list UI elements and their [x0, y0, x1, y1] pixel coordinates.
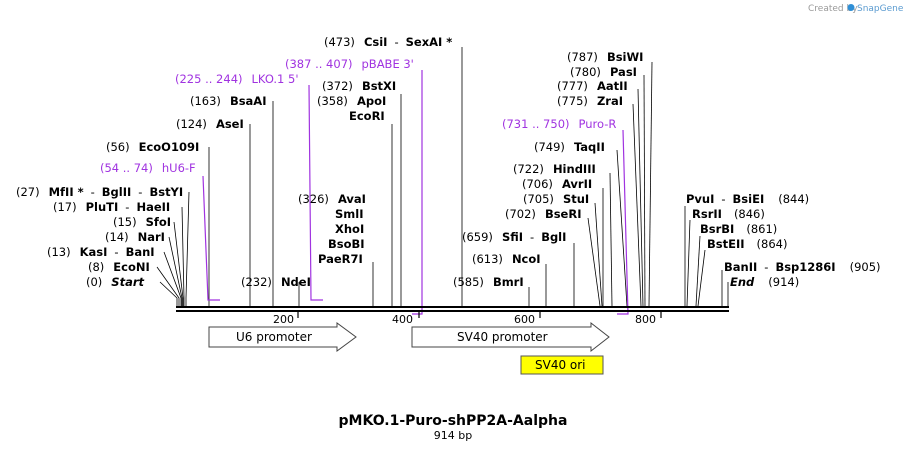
leader-bsiwi: [648, 61, 653, 307]
leader-bsrbi: [695, 235, 701, 307]
leader-pasi: [643, 74, 646, 307]
site-label[interactable]: (473) CsiI - SexAI *: [324, 35, 452, 49]
site-label[interactable]: (124) AseI: [176, 117, 244, 131]
leader-bsteii: [697, 249, 706, 307]
site-label[interactable]: (17) PluTI - HaeII: [53, 200, 170, 214]
site-label[interactable]: BsrBI (861): [700, 222, 777, 236]
site-label[interactable]: End (914): [730, 275, 799, 289]
site-label[interactable]: (749) TaqII: [534, 140, 605, 154]
site-label[interactable]: XhoI: [335, 222, 364, 236]
u6-promoter-arrow: [208, 322, 357, 352]
sv40-ori-box: [520, 355, 604, 375]
site-label[interactable]: (8) EcoNI: [88, 260, 150, 274]
site-label[interactable]: (705) StuI: [523, 192, 589, 206]
site-label[interactable]: (613) NcoI: [472, 252, 541, 266]
primer-leader-lines: [202, 70, 629, 315]
site-label[interactable]: PvuI - BsiEI (844): [686, 192, 809, 206]
site-label[interactable]: BanII - Bsp1286I (905): [724, 260, 881, 274]
site-label[interactable]: SmlI: [335, 207, 364, 221]
backbone: [176, 306, 729, 312]
site-label[interactable]: (706) AvrII: [522, 177, 592, 191]
site-label[interactable]: (722) HindIII: [513, 162, 596, 176]
u6-promoter-label: U6 promoter: [236, 330, 312, 344]
primer-label[interactable]: (387 .. 407) pBABE 3': [285, 57, 414, 71]
site-label[interactable]: (27) MfII * - BglII - BstYI: [16, 185, 183, 199]
site-label[interactable]: (232) NdeI: [241, 275, 311, 289]
backbone-strand-top: [176, 306, 729, 308]
backbone-strand-bottom: [176, 310, 729, 312]
leader-mfli: [185, 191, 190, 306]
primer-leader-pbabe: [412, 70, 423, 315]
site-label[interactable]: (780) PasI: [570, 65, 637, 79]
tick-marks: 200 400 600 800: [273, 312, 662, 326]
site-label[interactable]: (787) BsiWI: [567, 50, 643, 64]
primer-label[interactable]: (731 .. 750) Puro-R: [502, 117, 616, 131]
sv40-promoter-label: SV40 promoter: [457, 330, 548, 344]
plasmid-name: pMKO.1-Puro-shPP2A-Aalpha: [339, 413, 568, 429]
site-label[interactable]: (14) NarI: [105, 230, 165, 244]
site-label[interactable]: (326) AvaI: [298, 192, 366, 206]
leader-hindiii: [609, 172, 613, 307]
site-label[interactable]: (13) KasI - BanI: [47, 245, 155, 259]
primer-leader-hu6f: [202, 175, 220, 301]
primer-label[interactable]: (54 .. 74) hU6-F: [100, 161, 196, 175]
leader-zrai: [632, 103, 642, 307]
leader-stui: [594, 202, 603, 307]
leader-pluti: [181, 206, 185, 306]
tick-label-200: 200: [273, 313, 294, 326]
site-label[interactable]: (775) ZraI: [557, 94, 623, 108]
leader-econi: [156, 266, 180, 306]
leader-taqii: [616, 149, 628, 307]
credit-prefix: Created by: [808, 4, 858, 14]
site-label[interactable]: (585) BmrI: [453, 275, 524, 289]
leader-rsrii: [686, 219, 691, 307]
sv40-promoter-arrow: [411, 321, 610, 353]
site-label[interactable]: (15) SfoI: [113, 215, 171, 229]
snapgene-logo-icon: [847, 4, 855, 11]
feature-sv40-ori[interactable]: SV40 ori: [520, 355, 604, 375]
primer-leader-puror: [617, 129, 629, 315]
site-label[interactable]: (659) SfiI - BglI: [462, 230, 566, 244]
leader-bseri: [587, 217, 601, 307]
plasmid-size: 914 bp: [434, 429, 472, 442]
leader-sfoi: [173, 221, 184, 306]
site-label[interactable]: (372) BstXI: [322, 79, 396, 93]
primer-label[interactable]: (225 .. 244) LKO.1 5': [175, 72, 299, 86]
leader-nari: [168, 236, 183, 306]
feature-u6-promoter[interactable]: U6 promoter: [208, 322, 357, 352]
site-label[interactable]: (56) EcoO109I: [106, 140, 199, 154]
leader-kasi: [163, 251, 182, 306]
site-label[interactable]: (777) AatII: [557, 79, 628, 93]
tick-label-400: 400: [392, 313, 413, 326]
site-label[interactable]: (0) Start: [86, 275, 145, 289]
site-label[interactable]: BstEII (864): [707, 237, 787, 251]
site-leader-lines: [156, 47, 729, 307]
primer-leader-lko1: [308, 84, 323, 301]
site-label[interactable]: PaeR7I: [318, 252, 363, 266]
leader-aatii: [637, 88, 644, 307]
site-label[interactable]: RsrII (846): [692, 207, 765, 221]
site-label[interactable]: BsoBI: [328, 237, 365, 251]
site-label[interactable]: EcoRI: [349, 109, 385, 123]
tick-label-800: 800: [635, 313, 656, 326]
site-label[interactable]: (358) ApoI: [317, 94, 386, 108]
tick-label-600: 600: [514, 313, 535, 326]
feature-sv40-promoter[interactable]: SV40 promoter: [411, 321, 610, 353]
leader-start: [159, 281, 178, 306]
site-label[interactable]: (702) BseRI: [505, 207, 581, 221]
credit-brand: SnapGene: [857, 4, 904, 14]
sv40-ori-label: SV40 ori: [535, 358, 586, 372]
site-label[interactable]: (163) BsaAI: [190, 94, 267, 108]
